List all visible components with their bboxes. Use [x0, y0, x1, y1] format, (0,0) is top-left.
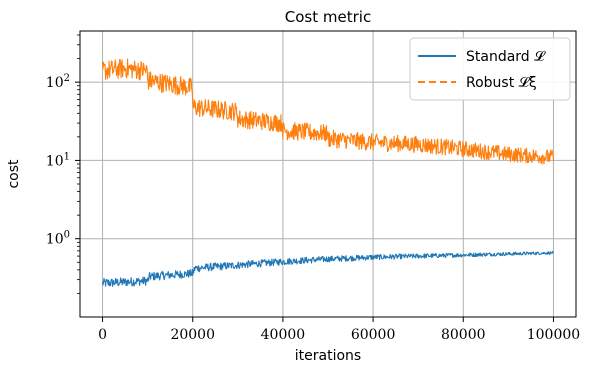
y-tick-label: 101: [46, 151, 70, 169]
legend-label-standard: Standard 𝓛: [466, 49, 546, 65]
legend-box: [409, 37, 571, 101]
x-tick-label: 80000: [441, 327, 486, 343]
y-tick-label: 100: [46, 230, 70, 248]
y-axis-label: cost: [6, 159, 22, 189]
x-tick-label: 40000: [261, 327, 306, 343]
legend-label-robust: Robust 𝓛ξ: [466, 75, 537, 91]
ticks: 0 20000 40000 60000 80000 100000 100 101 102: [46, 34, 580, 343]
legend: Standard 𝓛 Robust 𝓛ξ: [409, 37, 571, 101]
x-tick-label: 20000: [170, 327, 215, 343]
x-tick-label: 60000: [351, 327, 396, 343]
chart-title: Cost metric: [285, 8, 371, 26]
series-line-robust: [101, 58, 555, 165]
y-tick-label: 102: [46, 73, 70, 91]
x-axis-label: iterations: [295, 348, 361, 364]
series-group: [101, 58, 555, 287]
x-tick-label: 100000: [527, 327, 580, 343]
series-line-standard: [101, 250, 554, 287]
plot-frame: [79, 30, 577, 318]
x-tick-label: 0: [98, 327, 107, 343]
